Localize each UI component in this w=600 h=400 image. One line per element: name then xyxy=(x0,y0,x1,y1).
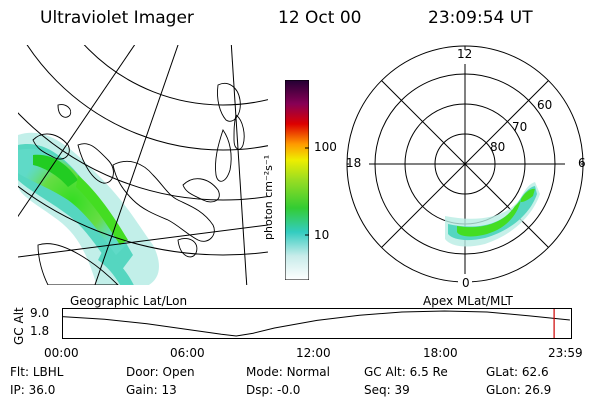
lat-lon-grid xyxy=(18,45,268,285)
timeline-xtick-1200: 12:00 xyxy=(296,346,331,360)
auroral-oval xyxy=(445,182,540,247)
timeline-ytick-bottom: 1.8 xyxy=(30,324,50,338)
polar-grid xyxy=(346,45,584,283)
timeline-ylabel: GC Alt xyxy=(12,307,26,345)
mlat-label-70: 70 xyxy=(512,120,528,134)
timeline-xtick-0000: 00:00 xyxy=(44,346,79,360)
geo-panel-label: Geographic Lat/Lon xyxy=(70,294,188,308)
instrument-title: Ultraviolet Imager xyxy=(40,8,194,28)
mlt-label-0: 0 xyxy=(462,276,470,290)
info-gain: Gain: 13 xyxy=(126,383,177,397)
timeline-xtick-1800: 18:00 xyxy=(423,346,458,360)
info-glat: GLat: 62.6 xyxy=(486,365,549,379)
colorbar-tick-100: 100 xyxy=(314,140,337,154)
colorbar-tick-10: 10 xyxy=(314,228,330,242)
mlt-label-6: 6 xyxy=(578,156,586,170)
info-mode: Mode: Normal xyxy=(246,365,330,379)
date-label: 12 Oct 00 xyxy=(278,8,362,28)
apex-polar-plot xyxy=(346,45,584,284)
altitude-timeline xyxy=(62,308,572,339)
info-seq: Seq: 39 xyxy=(364,383,410,397)
timeline-xtick-0600: 06:00 xyxy=(170,346,205,360)
mlt-label-18: 18 xyxy=(346,156,362,170)
mlat-label-80: 80 xyxy=(490,140,506,154)
timeline-xtick-2359: 23:59 xyxy=(548,346,583,360)
altitude-curve xyxy=(62,310,570,337)
info-dsp: Dsp: -0.0 xyxy=(246,383,301,397)
colorbar-unit-label: photon cm⁻²s⁻¹ xyxy=(262,154,275,240)
info-door: Door: Open xyxy=(126,365,195,379)
mlt-label-12: 12 xyxy=(457,47,473,61)
apex-panel-label: Apex MLat/MLT xyxy=(423,294,513,308)
time-label: 23:09:54 UT xyxy=(428,8,533,28)
auroral-emission xyxy=(18,132,159,285)
info-gc-alt: GC Alt: 6.5 Re xyxy=(364,365,448,379)
timeline-ytick-top: 9.0 xyxy=(30,306,50,320)
geographic-map xyxy=(18,45,268,285)
mlat-label-60: 60 xyxy=(537,98,553,112)
info-flt: Flt: LBHL xyxy=(10,365,64,379)
intensity-colorbar xyxy=(285,80,309,280)
info-glon: GLon: 26.9 xyxy=(486,383,552,397)
info-ip: IP: 36.0 xyxy=(10,383,56,397)
